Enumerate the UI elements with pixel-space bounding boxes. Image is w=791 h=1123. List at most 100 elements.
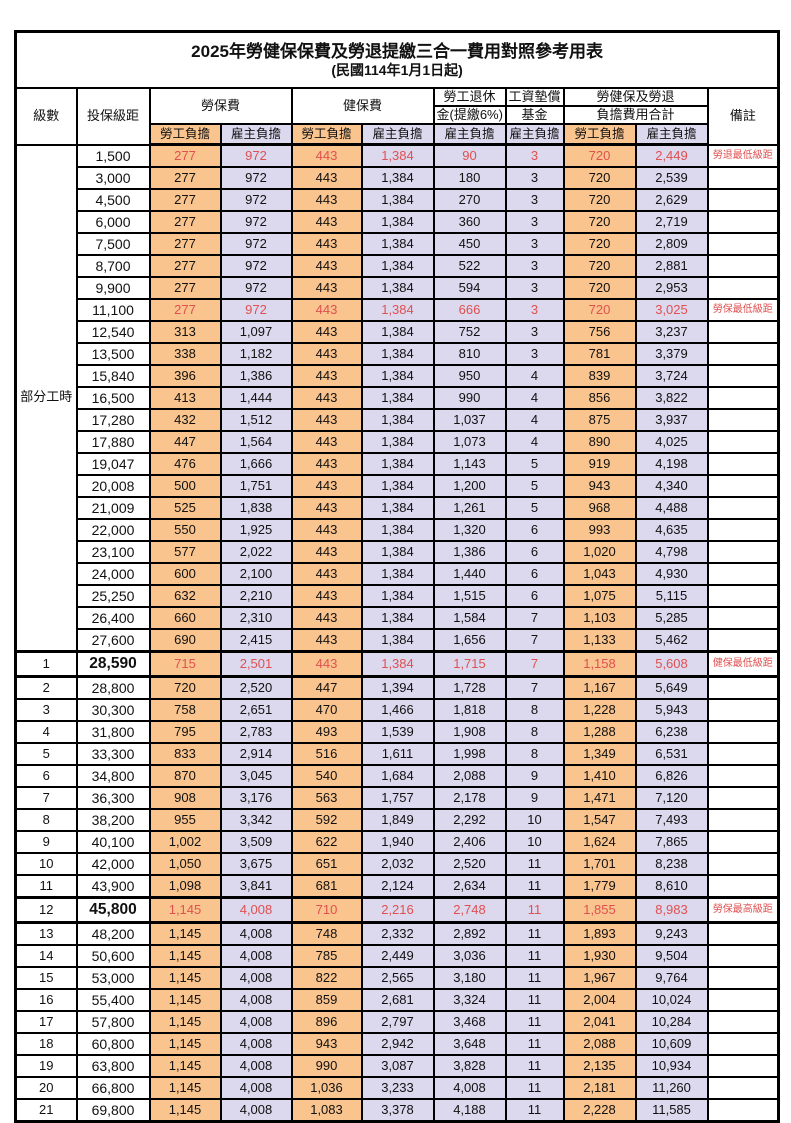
health-insurance-employee-cell: 443 — [290, 628, 363, 653]
health-insurance-employer-cell: 1,384 — [360, 474, 435, 498]
wage-fund-employer-cell: 3 — [504, 298, 565, 322]
total-employer-cell: 10,609 — [634, 1032, 709, 1056]
bracket-cell: 31,800 — [75, 720, 151, 744]
bracket-cell: 8,700 — [75, 254, 151, 278]
total-employee-cell: 781 — [562, 342, 637, 366]
col-header-total-line1: 勞健保及勞退 — [562, 87, 709, 107]
pension-employer-cell: 2,406 — [432, 830, 507, 854]
table-row: 12,540 313 1,097 443 1,384 752 3 756 3,237 — [16, 320, 780, 344]
bracket-cell: 7,500 — [75, 232, 151, 256]
bracket-cell: 40,100 — [75, 830, 151, 854]
total-employee-cell: 720 — [562, 210, 637, 234]
bracket-cell: 27,600 — [75, 628, 151, 653]
table-row: 6 34,800 870 3,045 540 1,684 2,088 9 1,410 6,826 — [14, 764, 780, 788]
wage-fund-employer-cell: 9 — [504, 764, 565, 788]
wage-fund-employer-cell: 10 — [504, 808, 565, 832]
pension-employer-cell: 2,088 — [432, 764, 507, 788]
total-employer-cell: 4,340 — [634, 474, 709, 498]
labor-insurance-employer-cell: 972 — [219, 143, 293, 168]
labor-insurance-employer-cell: 3,841 — [219, 874, 293, 899]
labor-insurance-employer-cell: 972 — [219, 298, 293, 322]
table-row: 15,840 396 1,386 443 1,384 950 4 839 3,724 — [16, 364, 780, 388]
labor-insurance-employer-cell: 4,008 — [219, 944, 293, 968]
health-insurance-employer-cell: 1,384 — [360, 496, 435, 520]
table-row: 7 36,300 908 3,176 563 1,757 2,178 9 1,471 7,120 — [14, 786, 780, 810]
subheader-li-employee: 勞工負擔 — [148, 123, 222, 146]
health-insurance-employee-cell: 822 — [290, 966, 363, 990]
table-row: 15 53,000 1,145 4,008 822 2,565 3,180 11 1,967 9,… — [14, 966, 780, 990]
table-row: 24,000 600 2,100 443 1,384 1,440 6 1,043 4,930 — [16, 562, 780, 586]
total-employer-cell: 3,025 — [634, 298, 709, 322]
total-employer-cell: 4,198 — [634, 452, 709, 476]
pension-employer-cell: 594 — [432, 276, 507, 300]
labor-insurance-employee-cell: 908 — [148, 786, 222, 810]
labor-insurance-employee-cell: 277 — [148, 254, 222, 278]
health-insurance-employer-cell: 3,378 — [360, 1098, 435, 1123]
labor-insurance-employer-cell: 1,512 — [219, 408, 293, 432]
total-employer-cell: 8,238 — [634, 852, 709, 876]
remark-cell — [706, 210, 780, 234]
total-employer-cell: 6,238 — [634, 720, 709, 744]
total-employee-cell: 919 — [562, 452, 637, 476]
level-cell: 19 — [14, 1054, 78, 1078]
health-insurance-employer-cell: 1,466 — [360, 698, 435, 722]
pension-employer-cell: 2,892 — [432, 921, 507, 946]
total-employee-cell: 2,228 — [562, 1098, 637, 1123]
pension-employer-cell: 1,200 — [432, 474, 507, 498]
level-cell: 10 — [14, 852, 78, 876]
pension-employer-cell: 1,037 — [432, 408, 507, 432]
table-row: 4,500 277 972 443 1,384 270 3 720 2,629 — [16, 188, 780, 212]
level-cell: 1 — [14, 650, 78, 678]
bracket-cell: 21,009 — [75, 496, 151, 520]
health-insurance-employer-cell: 1,384 — [360, 540, 435, 564]
wage-fund-employer-cell: 8 — [504, 720, 565, 744]
health-insurance-employer-cell: 1,384 — [360, 562, 435, 586]
table-row: 7,500 277 972 443 1,384 450 3 720 2,809 — [16, 232, 780, 256]
remark-cell — [706, 496, 780, 520]
labor-insurance-employee-cell: 1,145 — [148, 1076, 222, 1100]
pension-employer-cell: 666 — [432, 298, 507, 322]
remark-cell — [706, 988, 780, 1012]
remark-cell — [706, 364, 780, 388]
total-employee-cell: 1,349 — [562, 742, 637, 766]
remark-cell — [706, 1032, 780, 1056]
remark-cell: 勞保最低級距 — [706, 298, 780, 322]
pension-employer-cell: 990 — [432, 386, 507, 410]
wage-fund-employer-cell: 8 — [504, 698, 565, 722]
remark-cell — [706, 675, 780, 700]
wage-fund-employer-cell: 11 — [504, 1032, 565, 1056]
labor-insurance-employee-cell: 955 — [148, 808, 222, 832]
health-insurance-employer-cell: 1,384 — [360, 254, 435, 278]
total-employee-cell: 2,181 — [562, 1076, 637, 1100]
labor-insurance-employee-cell: 525 — [148, 496, 222, 520]
table-row: 23,100 577 2,022 443 1,384 1,386 6 1,020 4,798 — [16, 540, 780, 564]
bracket-cell: 19,047 — [75, 452, 151, 476]
labor-insurance-employee-cell: 338 — [148, 342, 222, 366]
bracket-cell: 57,800 — [75, 1010, 151, 1034]
table-row: 16,500 413 1,444 443 1,384 990 4 856 3,822 — [16, 386, 780, 410]
table-row: 21 69,800 1,145 4,008 1,083 3,378 4,188 11 2,228… — [14, 1098, 780, 1123]
total-employer-cell: 10,934 — [634, 1054, 709, 1078]
total-employer-cell: 2,719 — [634, 210, 709, 234]
total-employee-cell: 1,855 — [562, 896, 637, 924]
table-row: 20 66,800 1,145 4,008 1,036 3,233 4,008 11 2,181… — [14, 1076, 780, 1100]
subheader-total-employer: 雇主負擔 — [634, 123, 709, 146]
bracket-cell: 22,000 — [75, 518, 151, 542]
wage-fund-employer-cell: 5 — [504, 496, 565, 520]
pension-employer-cell: 4,008 — [432, 1076, 507, 1100]
health-insurance-employee-cell: 896 — [290, 1010, 363, 1034]
labor-insurance-employee-cell: 476 — [148, 452, 222, 476]
table-body: 部分工時 1,500 277 972 443 1,384 90 3 720 2,449 勞退最低級距… — [14, 143, 780, 1123]
health-insurance-employee-cell: 443 — [290, 584, 363, 608]
health-insurance-employer-cell: 2,332 — [360, 921, 435, 946]
total-employee-cell: 720 — [562, 254, 637, 278]
wage-fund-employer-cell: 4 — [504, 408, 565, 432]
col-header-pension-line1: 勞工退休 — [432, 87, 507, 107]
health-insurance-employee-cell: 443 — [290, 143, 363, 168]
labor-insurance-employer-cell: 3,675 — [219, 852, 293, 876]
total-employer-cell: 9,243 — [634, 921, 709, 946]
total-employer-cell: 2,629 — [634, 188, 709, 212]
remark-cell — [706, 830, 780, 854]
page-title: 2025年勞健保保費及勞退提繳三合一費用對照參考用表 — [191, 42, 603, 62]
labor-insurance-employee-cell: 432 — [148, 408, 222, 432]
